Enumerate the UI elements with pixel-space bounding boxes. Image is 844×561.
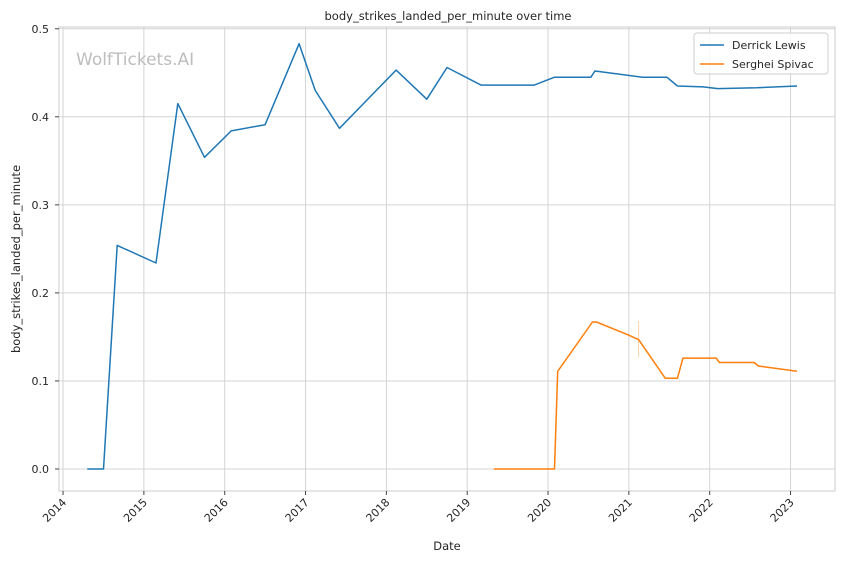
legend: Derrick Lewis Serghei Spivac xyxy=(693,32,829,75)
x-tick-label: 2014 xyxy=(40,496,69,525)
y-tick-label: 0.0 xyxy=(32,463,50,476)
y-tick-label: 0.4 xyxy=(32,111,50,124)
y-axis-label: body_strikes_landed_per_minute xyxy=(9,165,23,353)
series-line-1 xyxy=(493,321,798,470)
plot-frame xyxy=(58,26,836,492)
x-tick-label: 2016 xyxy=(202,496,231,525)
legend-entry-0: Derrick Lewis xyxy=(732,39,806,52)
x-tick-label: 2018 xyxy=(364,496,393,525)
y-tick-label: 0.5 xyxy=(32,23,50,36)
x-tick-label: 2017 xyxy=(283,496,312,525)
grid-layer xyxy=(59,27,835,491)
x-axis-label: Date xyxy=(433,539,461,553)
y-tick-label: 0.3 xyxy=(32,199,50,212)
watermark: WolfTickets.AI xyxy=(76,50,194,70)
legend-box xyxy=(693,32,829,75)
legend-entry-1: Serghei Spivac xyxy=(732,58,814,71)
x-tick-label: 2022 xyxy=(687,496,716,525)
chart-title: body_strikes_landed_per_minute over time xyxy=(325,9,572,23)
x-tick-label: 2023 xyxy=(768,496,797,525)
y-tick-label: 0.2 xyxy=(32,287,50,300)
x-tick-label: 2021 xyxy=(606,496,635,525)
x-tick-label: 2015 xyxy=(121,496,150,525)
x-tick-label: 2019 xyxy=(444,496,473,525)
y-tick-label: 0.1 xyxy=(32,375,50,388)
series-line-0 xyxy=(87,42,798,470)
series-layer xyxy=(87,42,798,470)
x-tick-label: 2020 xyxy=(525,496,554,525)
